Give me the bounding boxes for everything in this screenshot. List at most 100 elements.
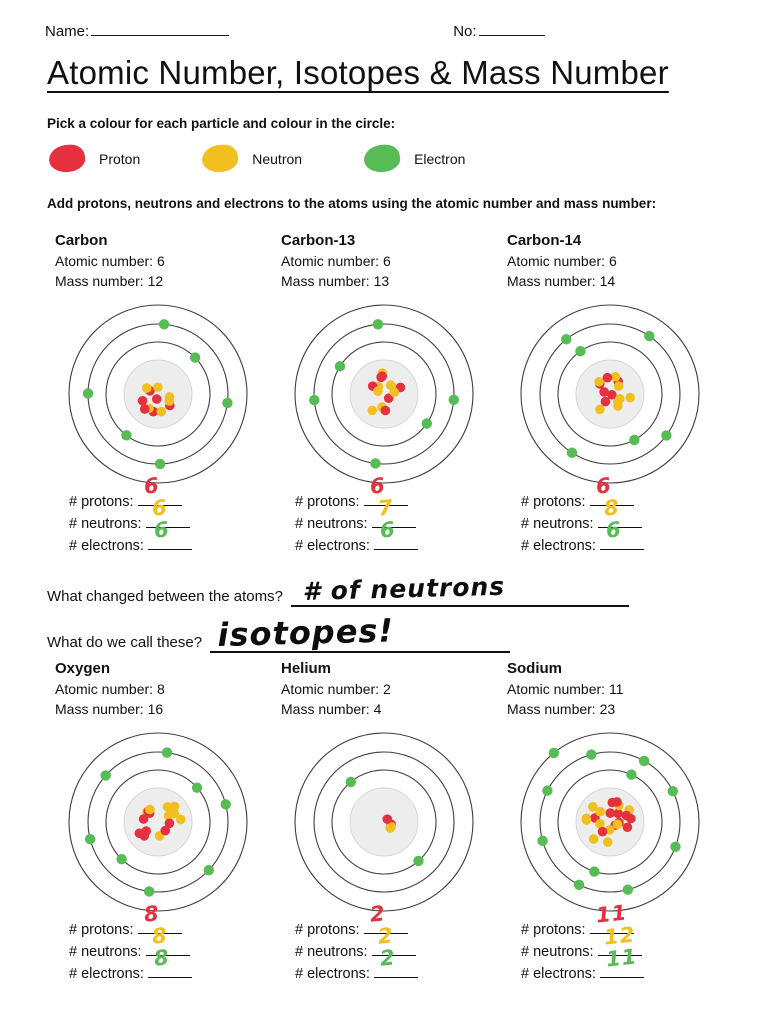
neutrons-answer: 8 (150, 923, 169, 949)
particle-counts: # protons: 11 # neutrons: 12 # electrons: 1… (521, 900, 723, 985)
legend-item-proton: Proton (47, 142, 141, 175)
legend-item-neutron: Neutron (200, 142, 302, 175)
protons-label: # protons: (521, 922, 586, 938)
neutrons-answer: 8 (602, 495, 621, 521)
neutrons-label: # neutrons: (521, 516, 594, 532)
atom-column-helium: Helium Atomic number: 2 Mass number: 4 #… (271, 659, 497, 985)
mass-number-line: Mass number: 23 (507, 699, 723, 719)
atomic-number-line: Atomic number: 6 (507, 251, 723, 271)
atom-header: Carbon Atomic number: 6 Mass number: 12 (45, 231, 271, 291)
neutrons-label: # neutrons: (69, 944, 142, 960)
neutrons-blank: 2 (371, 923, 416, 956)
protons-line: # protons: 8 (69, 901, 271, 941)
atomic-number-line: Atomic number: 6 (281, 251, 497, 271)
atomic-number-label: Atomic number: (281, 253, 380, 269)
atom-column-carbon14: Carbon-14 Atomic number: 6 Mass number: … (497, 231, 723, 557)
neutrons-line: # neutrons: 8 (521, 495, 723, 535)
question-answer: isotopes! (217, 611, 395, 654)
protons-blank: 6 (589, 473, 634, 506)
atom-name: Oxygen (55, 660, 111, 677)
atomic-number-label: Atomic number: (281, 681, 380, 697)
atoms-row-2: Oxygen Atomic number: 8 Mass number: 16 … (45, 659, 723, 985)
electrons-blank: 6 (599, 517, 644, 550)
neutrons-label: # neutrons: (295, 944, 368, 960)
atom-header: Carbon-14 Atomic number: 6 Mass number: … (497, 231, 723, 291)
atom-column-carbon13: Carbon-13 Atomic number: 6 Mass number: … (271, 231, 497, 557)
electrons-answer: 6 (378, 517, 397, 543)
name-label: Name: (45, 23, 90, 40)
neutrons-blank: 8 (597, 495, 642, 528)
electrons-label: # electrons: (295, 966, 370, 982)
atom-column-oxygen: Oxygen Atomic number: 8 Mass number: 16 … (45, 659, 271, 985)
atom-diagram (63, 727, 253, 917)
neutrons-answer: 2 (376, 923, 395, 949)
questions-section: What changed between the atoms? # of neu… (47, 572, 723, 654)
atomic-number-value: 6 (156, 253, 165, 269)
atom-diagram (289, 727, 479, 917)
mass-number-label: Mass number: (507, 273, 596, 289)
protons-answer: 6 (142, 473, 161, 499)
mass-number-label: Mass number: (55, 701, 144, 717)
atom-header: Oxygen Atomic number: 8 Mass number: 16 (45, 659, 271, 719)
name-field: Name: (45, 22, 230, 40)
atoms-row-1: Carbon Atomic number: 6 Mass number: 12 … (45, 231, 723, 557)
neutrons-label: # neutrons: (295, 516, 368, 532)
question-what-changed: What changed between the atoms? # of neu… (47, 572, 723, 607)
atomic-number-line: Atomic number: 11 (507, 679, 723, 699)
electrons-answer: 8 (152, 945, 171, 971)
electrons-blank: 6 (373, 517, 418, 550)
atomic-number-value: 6 (382, 253, 391, 269)
protons-blank: 11 (589, 900, 634, 934)
electrons-label: # electrons: (295, 538, 370, 554)
protons-blank: 2 (363, 901, 408, 934)
electrons-answer: 11 (604, 944, 639, 972)
protons-label: # protons: (521, 494, 586, 510)
question-what-called: What do we call these? isotopes! (47, 611, 723, 654)
name-blank (91, 22, 230, 36)
neutrons-line: # neutrons: 8 (69, 923, 271, 963)
protons-line: # protons: 11 (521, 900, 723, 941)
worksheet-page: Name: No: Atomic Number, Isotopes & Mass… (45, 22, 723, 985)
page-title: Atomic Number, Isotopes & Mass Number (47, 54, 669, 91)
atom-header: Carbon-13 Atomic number: 6 Mass number: … (271, 231, 497, 291)
mass-number-value: 4 (373, 701, 382, 717)
atomic-number-label: Atomic number: (55, 681, 154, 697)
colour-instruction: Pick a colour for each particle and colo… (47, 116, 396, 131)
protons-line: # protons: 6 (69, 473, 271, 513)
electrons-line: # electrons: 6 (295, 517, 497, 557)
add-particles-instruction: Add protons, neutrons and electrons to t… (47, 196, 657, 211)
atom-diagram (289, 299, 479, 489)
atom-diagram (63, 299, 253, 489)
mass-number-label: Mass number: (507, 701, 596, 717)
atomic-number-value: 8 (156, 681, 165, 697)
protons-line: # protons: 2 (295, 901, 497, 941)
question-answer: # of neutrons (302, 571, 506, 606)
mass-number-line: Mass number: 13 (281, 271, 497, 291)
atomic-number-value: 6 (608, 253, 617, 269)
electrons-line: # electrons: 8 (69, 945, 271, 985)
bohr-model-svg (520, 732, 700, 912)
electrons-answer: 6 (152, 517, 171, 543)
protons-blank: 6 (363, 473, 408, 506)
neutrons-blank: 8 (145, 923, 190, 956)
bohr-model-svg (68, 304, 248, 484)
electrons-label: # electrons: (521, 538, 596, 554)
bohr-model-svg (68, 732, 248, 912)
atomic-number-label: Atomic number: (55, 253, 154, 269)
header-line: Name: No: (45, 22, 723, 40)
atom-name: Carbon-14 (507, 232, 582, 249)
atom-diagram (515, 727, 705, 917)
mass-number-value: 14 (599, 273, 616, 289)
mass-number-line: Mass number: 16 (55, 699, 271, 719)
neutrons-label: # neutrons: (69, 516, 142, 532)
proton-label: Proton (99, 150, 141, 167)
mass-number-value: 16 (147, 701, 164, 717)
protons-answer: 2 (368, 901, 387, 927)
mass-number-label: Mass number: (281, 273, 370, 289)
atomic-number-line: Atomic number: 2 (281, 679, 497, 699)
particle-counts: # protons: 2 # neutrons: 2 # electrons: 2 (295, 901, 497, 985)
question-blank: # of neutrons (291, 572, 629, 607)
particle-counts: # protons: 6 # neutrons: 8 # electrons: 6 (521, 473, 723, 557)
electrons-blank: 8 (147, 945, 192, 978)
question-blank: isotopes! (210, 611, 511, 654)
